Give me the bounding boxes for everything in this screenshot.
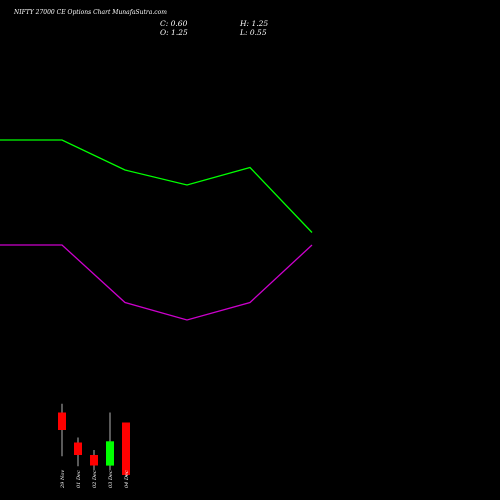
- candle-body-down: [90, 455, 98, 466]
- lower-band-line: [0, 244, 313, 321]
- x-tick-label: 02 Dec: [92, 470, 98, 488]
- x-tick-label: 03 Dec: [108, 470, 114, 488]
- candle-body-down: [74, 442, 82, 455]
- candle-body-down: [58, 412, 66, 430]
- x-tick-label: 01 Dec: [76, 470, 82, 488]
- candle-body-down: [122, 422, 130, 475]
- candle-body-up: [106, 441, 114, 466]
- high-value: H: 1.25: [240, 19, 269, 28]
- low-value: L: 0.55: [240, 28, 267, 37]
- x-tick-label: 04 Dec: [124, 470, 130, 488]
- x-tick-label: 29 Nov: [60, 470, 66, 489]
- upper-band-line: [0, 139, 313, 233]
- open-value: O: 1.25: [160, 28, 188, 37]
- close-value: C: 0.60: [160, 19, 188, 28]
- chart-title: NIFTY 27000 CE Options Chart MunafaSutra…: [14, 9, 167, 16]
